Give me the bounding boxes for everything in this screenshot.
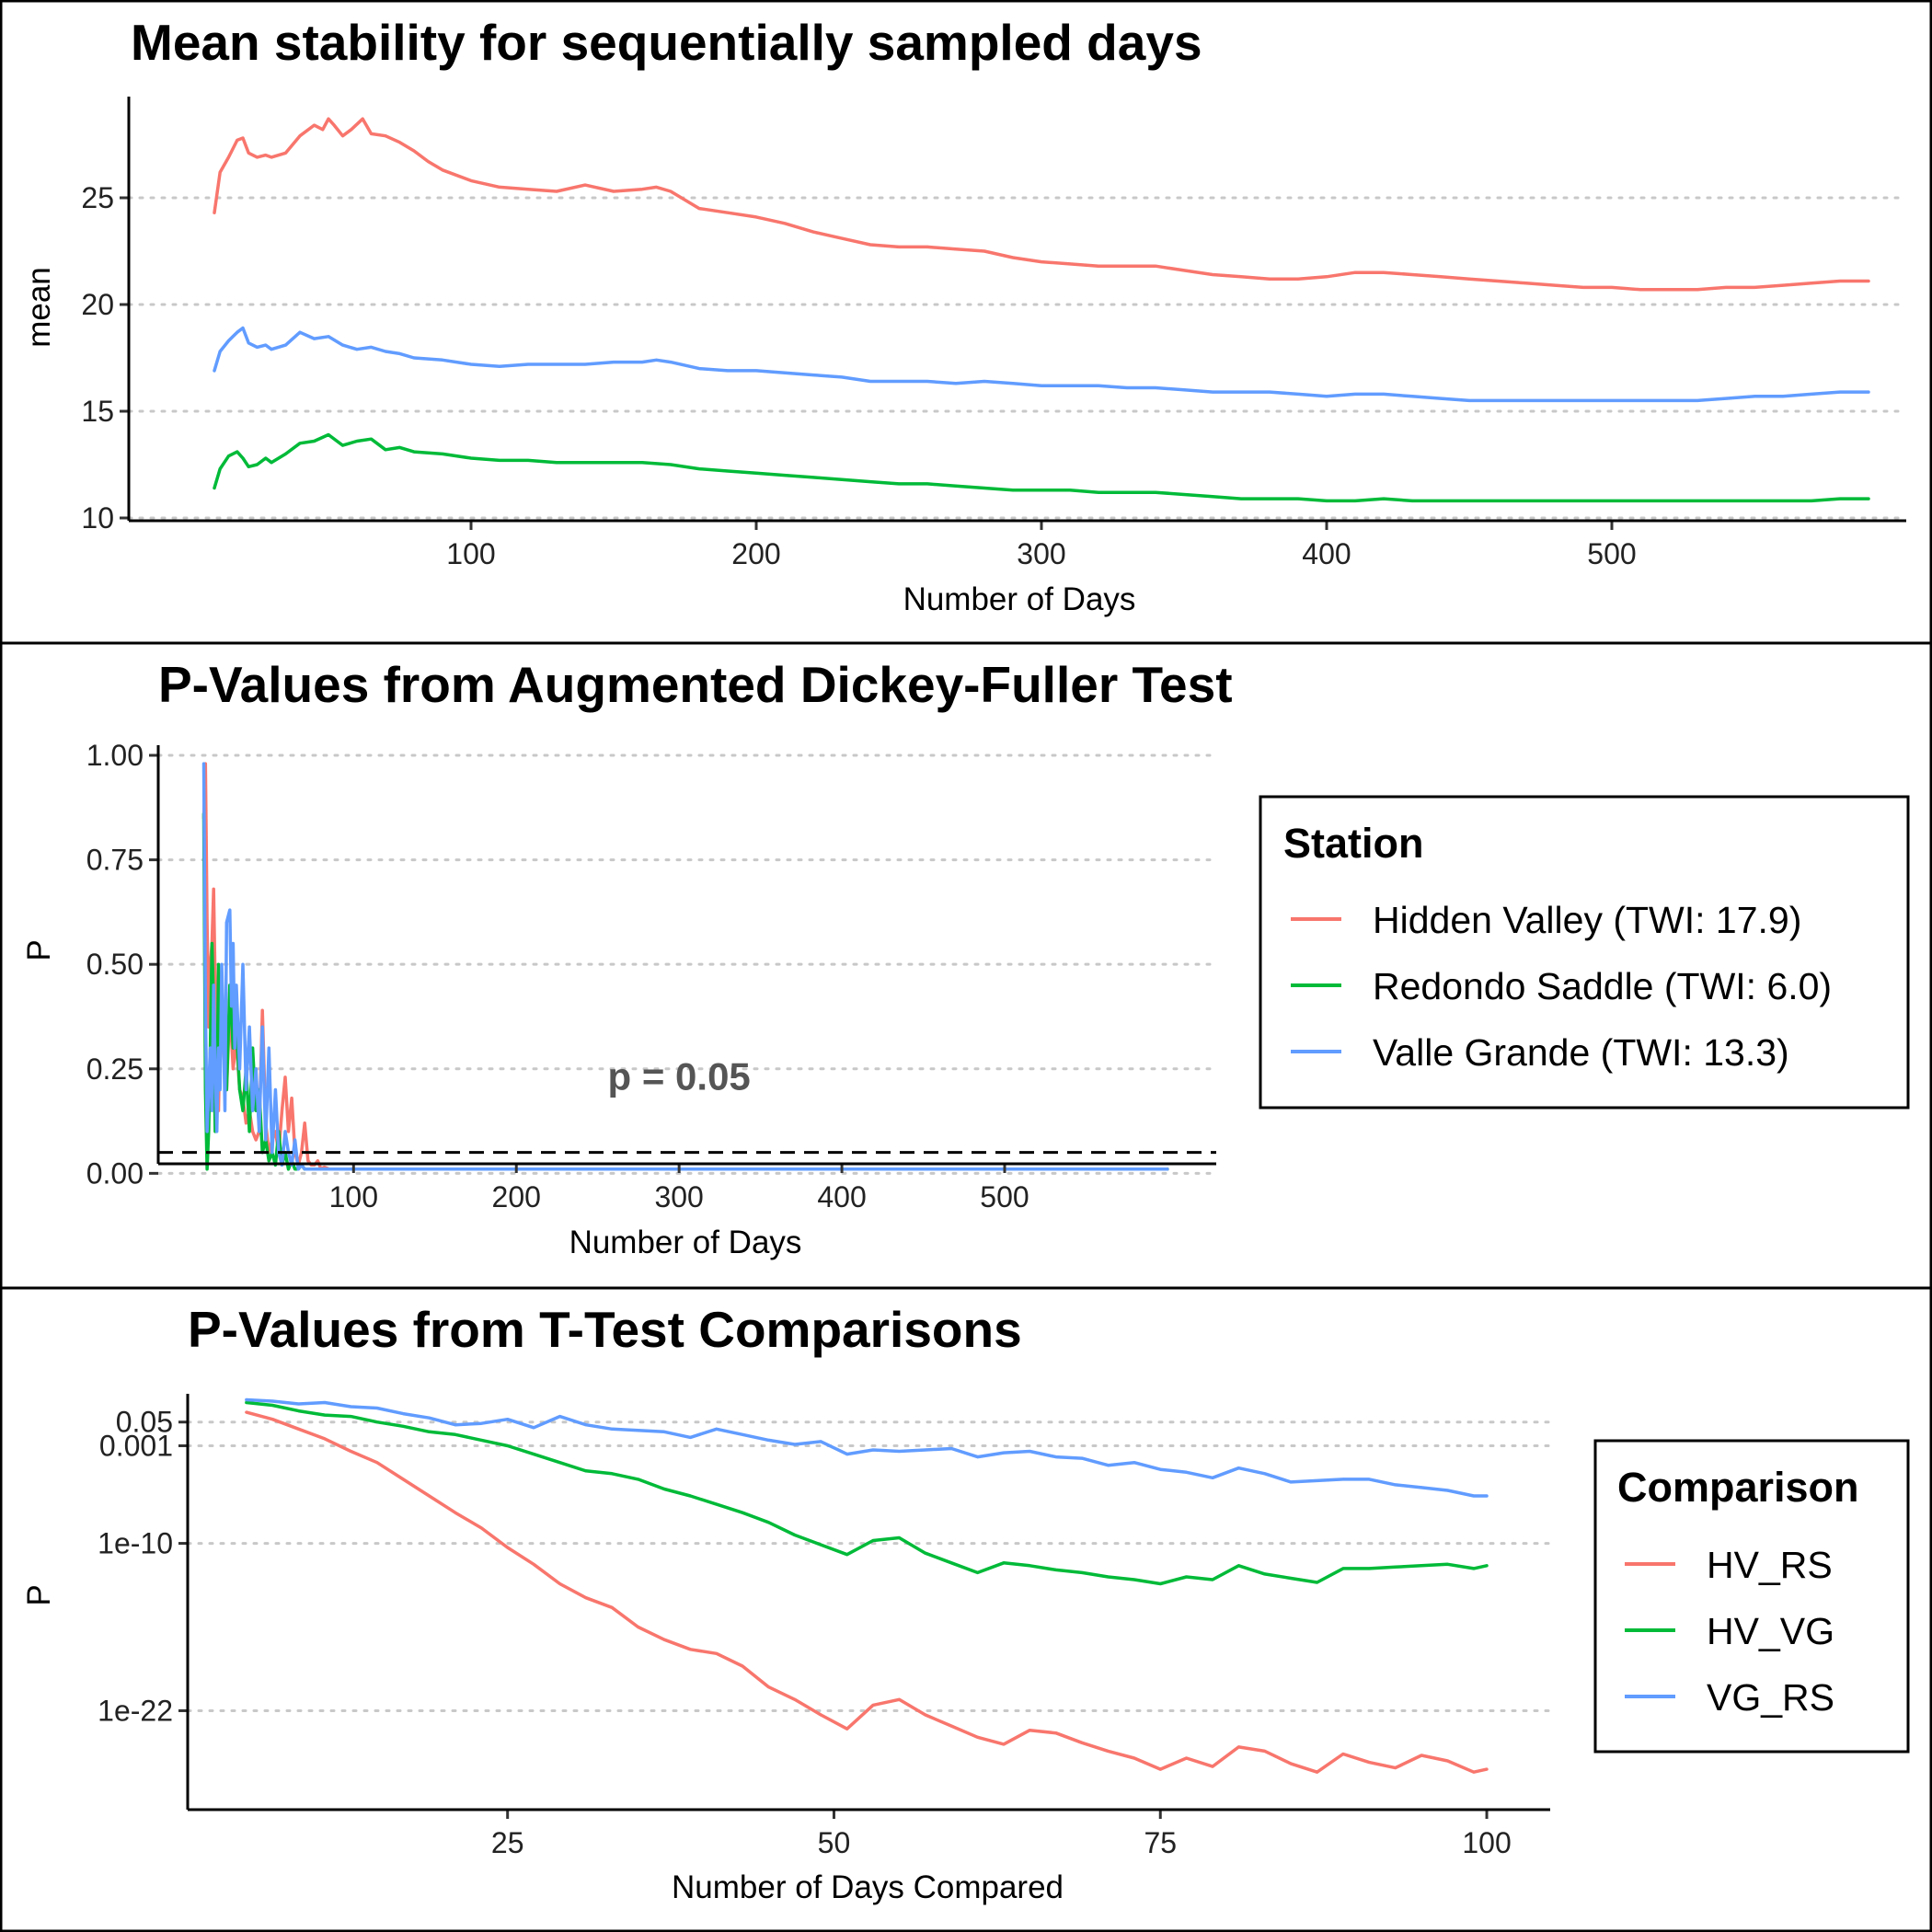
chart-1-axes [120, 97, 1906, 530]
chart-3-tick-labels: 0.050.001 1e-10 1e-22 25 50 75 100 [98, 1406, 1512, 1859]
legend-label-redondo-saddle: Redondo Saddle (TWI: 6.0) [1373, 965, 1832, 1007]
panel-adf-pvalues: P-Values from Augmented Dickey-Fuller Te… [21, 656, 1910, 1260]
x-tick-label: 100 [329, 1180, 378, 1213]
x-tick-label: 25 [491, 1826, 524, 1859]
x-tick-label: 400 [1302, 537, 1351, 570]
legend-comparison-title: Comparison [1617, 1464, 1859, 1511]
chart-2-y-axis-label: P [21, 939, 57, 960]
series-line-series-0 [213, 117, 1870, 292]
x-tick-label: 400 [817, 1180, 866, 1213]
series-line-vg_rs [245, 1397, 1489, 1498]
chart-2-gridlines [156, 753, 1218, 1175]
y-tick-label: 20 [81, 288, 114, 321]
chart-1-tick-labels: 10 15 20 25 100 200 300 400 500 [81, 181, 1636, 570]
y-tick-label: 0.05 [116, 1406, 173, 1439]
y-tick-label: 0.001 [99, 1429, 173, 1462]
chart-2-x-axis-label: Number of Days [569, 1225, 802, 1260]
x-tick-label: 500 [1587, 537, 1636, 570]
x-tick-label: 75 [1144, 1826, 1177, 1859]
legend-station-title: Station [1283, 820, 1424, 867]
legend-comparison: Comparison HV_RS HV_VG VG_RS [1593, 1439, 1910, 1754]
series-line-hv_rs [245, 1410, 1489, 1774]
x-tick-label: 50 [818, 1826, 851, 1859]
x-tick-label: 300 [1017, 537, 1065, 570]
chart-3-title: P-Values from T-Test Comparisons [188, 1301, 1022, 1358]
chart-2-axes [149, 745, 1216, 1175]
chart-1-title: Mean stability for sequentially sampled … [131, 14, 1202, 71]
legend-label-hidden-valley: Hidden Valley (TWI: 17.9) [1373, 899, 1801, 941]
chart-2-tick-labels: 0.00 0.25 0.50 0.75 1.00 100 200 300 400 500 [86, 739, 1029, 1213]
legend-label-valle-grande: Valle Grande (TWI: 13.3) [1373, 1031, 1789, 1074]
series-line-hv_vg [245, 1400, 1489, 1586]
panel-3-border [0, 1286, 1932, 1932]
legend-label-hv-rs: HV_RS [1707, 1544, 1833, 1586]
y-tick-label: 0.50 [86, 948, 144, 981]
x-tick-label: 300 [654, 1180, 703, 1213]
series-line-series-2 [213, 432, 1870, 503]
y-tick-label: 1e-22 [98, 1694, 173, 1727]
chart-2-title: P-Values from Augmented Dickey-Fuller Te… [158, 656, 1233, 713]
chart-1-gridlines [127, 196, 1906, 520]
series-line-series-1 [213, 326, 1870, 403]
x-tick-label: 100 [446, 537, 495, 570]
y-tick-label: 0.75 [86, 844, 144, 877]
series-line-valle [201, 762, 1169, 1171]
x-tick-label: 200 [492, 1180, 541, 1213]
legend-comparison-box [1593, 1439, 1910, 1754]
chart-1-y-axis-label: mean [21, 267, 57, 348]
chart-3-y-axis-label: P [21, 1584, 57, 1605]
y-tick-label: 0.00 [86, 1156, 144, 1190]
panel-ttest-pvalues: P-Values from T-Test Comparisons 0.050.0… [21, 1301, 1910, 1905]
y-tick-label: 1e-10 [98, 1527, 173, 1560]
chart-3-axes [178, 1394, 1550, 1819]
legend-label-hv-vg: HV_VG [1707, 1610, 1834, 1652]
y-tick-label: 1.00 [86, 739, 144, 772]
reference-line-annotation: p = 0.05 [608, 1054, 751, 1098]
chart-3-series [245, 1397, 1489, 1774]
y-tick-label: 10 [81, 501, 114, 535]
panel-mean-stability: Mean stability for sequentially sampled … [21, 14, 1906, 617]
y-tick-label: 15 [81, 395, 114, 428]
y-tick-label: 0.25 [86, 1052, 144, 1086]
legend-label-vg-rs: VG_RS [1707, 1676, 1834, 1719]
x-tick-label: 200 [731, 537, 780, 570]
legend-station: Station Hidden Valley (TWI: 17.9) Redond… [1259, 795, 1910, 1110]
chart-3-x-axis-label: Number of Days Compared [672, 1869, 1064, 1905]
legend-station-box [1259, 795, 1910, 1110]
y-tick-label: 25 [81, 181, 114, 214]
x-tick-label: 500 [980, 1180, 1029, 1213]
x-tick-label: 100 [1462, 1826, 1511, 1859]
chart-1-x-axis-label: Number of Days [903, 581, 1136, 617]
chart-1-series [213, 117, 1870, 503]
